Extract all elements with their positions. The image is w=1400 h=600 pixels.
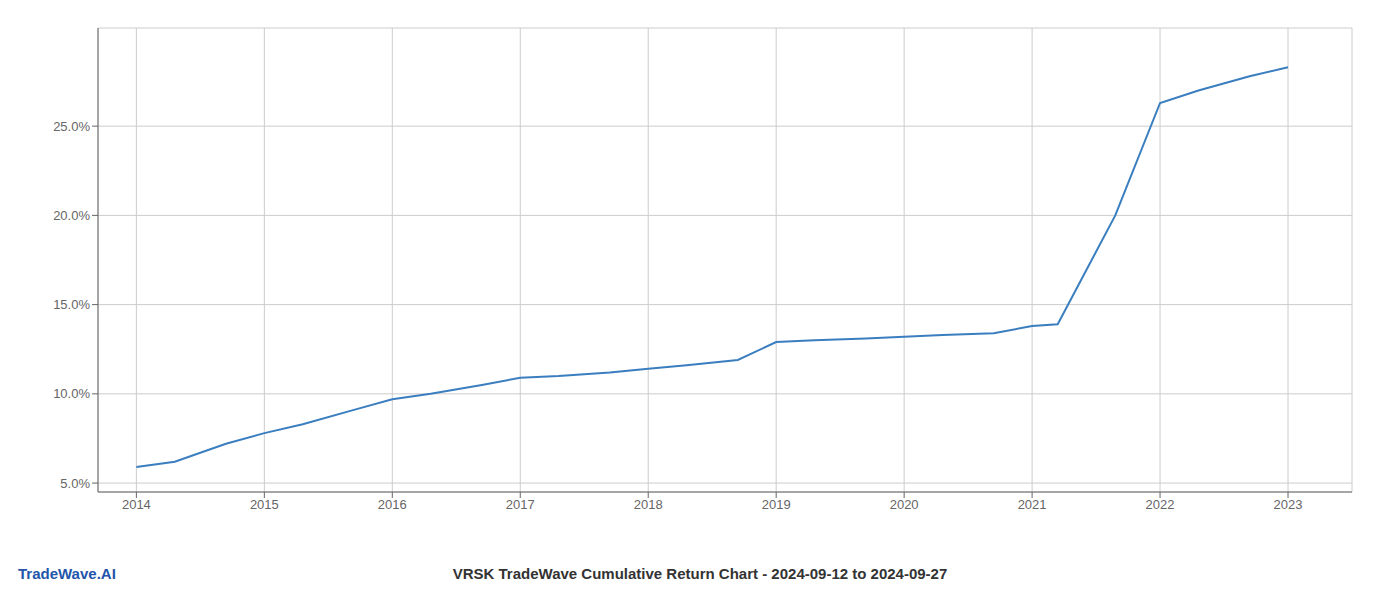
- svg-text:5.0%: 5.0%: [60, 476, 90, 491]
- svg-text:2023: 2023: [1274, 497, 1303, 512]
- svg-text:2017: 2017: [506, 497, 535, 512]
- svg-text:2016: 2016: [378, 497, 407, 512]
- svg-text:10.0%: 10.0%: [53, 386, 90, 401]
- svg-text:25.0%: 25.0%: [53, 119, 90, 134]
- svg-text:2020: 2020: [890, 497, 919, 512]
- svg-text:2021: 2021: [1018, 497, 1047, 512]
- svg-text:2019: 2019: [762, 497, 791, 512]
- html-text:VRSK TradeWave Cumulative Retu: VRSK TradeWave Cumulative Return Chart -…: [452, 565, 948, 582]
- svg-text:2015: 2015: [250, 497, 279, 512]
- svg-text:20.0%: 20.0%: [53, 208, 90, 223]
- svg-text:2014: 2014: [122, 497, 151, 512]
- svg-text:2022: 2022: [1146, 497, 1175, 512]
- svg-text:15.0%: 15.0%: [53, 297, 90, 312]
- html-text:TradeWave.AI: TradeWave.AI: [18, 565, 116, 582]
- svg-text:2018: 2018: [634, 497, 663, 512]
